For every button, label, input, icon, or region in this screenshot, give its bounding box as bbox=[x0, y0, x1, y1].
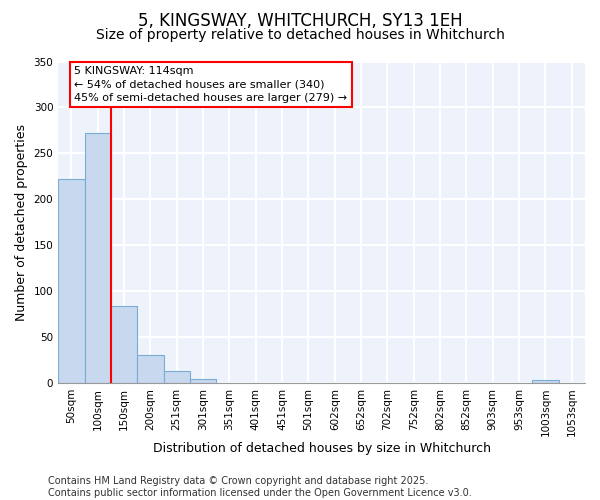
Bar bbox=[137, 356, 164, 383]
Bar bbox=[532, 380, 559, 383]
Bar bbox=[164, 371, 190, 383]
Text: Contains HM Land Registry data © Crown copyright and database right 2025.
Contai: Contains HM Land Registry data © Crown c… bbox=[48, 476, 472, 498]
Bar bbox=[58, 179, 85, 383]
Text: 5, KINGSWAY, WHITCHURCH, SY13 1EH: 5, KINGSWAY, WHITCHURCH, SY13 1EH bbox=[137, 12, 463, 30]
Bar bbox=[85, 133, 111, 383]
Y-axis label: Number of detached properties: Number of detached properties bbox=[15, 124, 28, 320]
Text: Size of property relative to detached houses in Whitchurch: Size of property relative to detached ho… bbox=[95, 28, 505, 42]
Bar bbox=[111, 306, 137, 383]
Text: 5 KINGSWAY: 114sqm
← 54% of detached houses are smaller (340)
45% of semi-detach: 5 KINGSWAY: 114sqm ← 54% of detached hou… bbox=[74, 66, 347, 102]
X-axis label: Distribution of detached houses by size in Whitchurch: Distribution of detached houses by size … bbox=[152, 442, 491, 455]
Bar bbox=[190, 380, 216, 383]
